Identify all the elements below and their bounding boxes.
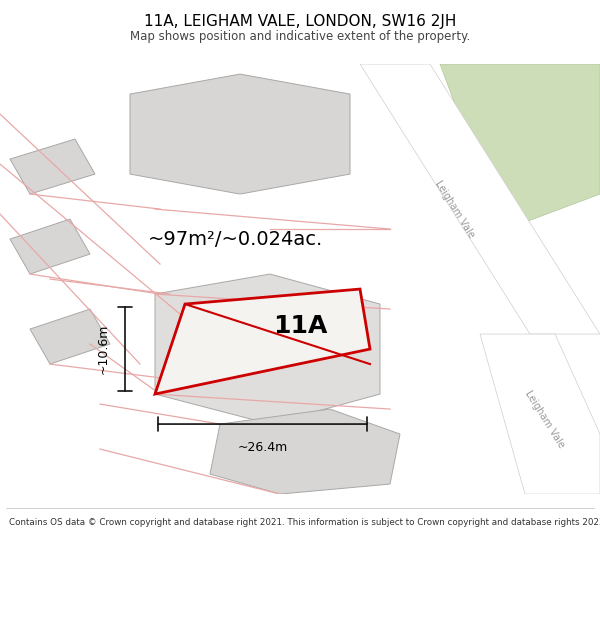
Polygon shape bbox=[480, 334, 600, 494]
Text: Leigham Vale: Leigham Vale bbox=[523, 389, 566, 449]
Polygon shape bbox=[10, 139, 95, 194]
Polygon shape bbox=[30, 309, 110, 364]
Polygon shape bbox=[155, 274, 380, 424]
Text: ~26.4m: ~26.4m bbox=[238, 441, 287, 454]
Text: Contains OS data © Crown copyright and database right 2021. This information is : Contains OS data © Crown copyright and d… bbox=[9, 518, 600, 527]
Polygon shape bbox=[360, 64, 600, 334]
Polygon shape bbox=[440, 64, 600, 224]
Polygon shape bbox=[10, 219, 90, 274]
Text: 11A, LEIGHAM VALE, LONDON, SW16 2JH: 11A, LEIGHAM VALE, LONDON, SW16 2JH bbox=[144, 14, 456, 29]
Text: Map shows position and indicative extent of the property.: Map shows position and indicative extent… bbox=[130, 30, 470, 43]
Polygon shape bbox=[155, 289, 370, 394]
Text: ~10.6m: ~10.6m bbox=[97, 324, 110, 374]
Polygon shape bbox=[130, 74, 350, 194]
Text: Leigham Vale: Leigham Vale bbox=[433, 179, 476, 239]
Text: 11A: 11A bbox=[273, 314, 327, 338]
Polygon shape bbox=[210, 409, 400, 494]
Text: ~97m²/~0.024ac.: ~97m²/~0.024ac. bbox=[148, 229, 323, 249]
